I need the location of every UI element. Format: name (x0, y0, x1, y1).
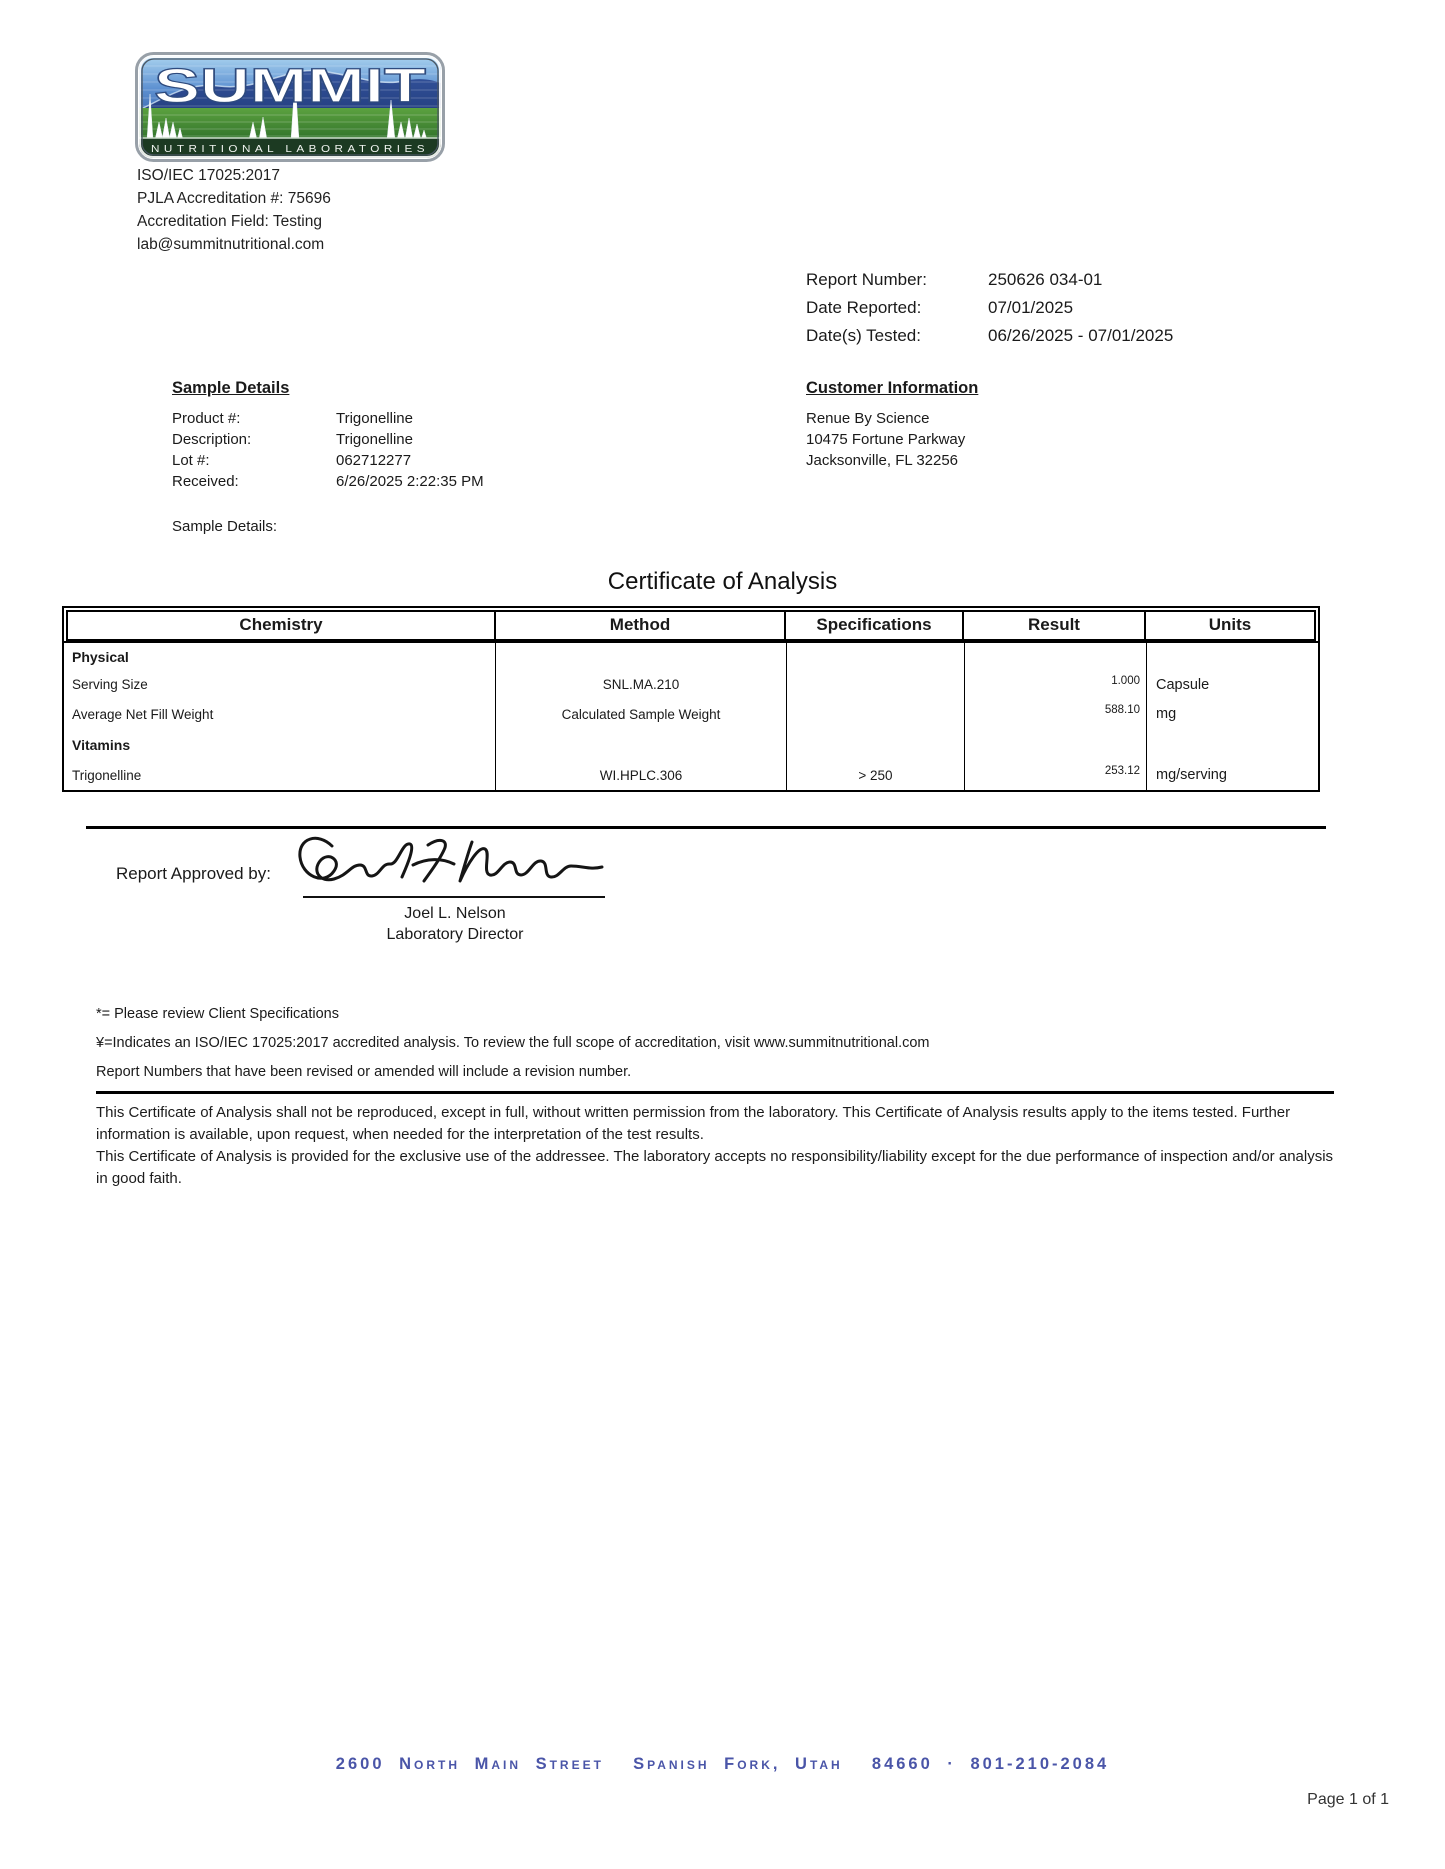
column-header-specifications: Specifications (786, 612, 964, 639)
customer-info-heading: Customer Information (806, 379, 979, 397)
received-label: Received: (172, 473, 239, 490)
product-number-row: Product #: Trigonelline (172, 408, 484, 429)
units-value: mg (1156, 706, 1177, 722)
accreditation-field: Accreditation Field: Testing (137, 213, 322, 230)
customer-info-section: Customer Information Renue By Science 10… (806, 378, 978, 471)
table-body: Physical Serving Size SNL.MA.210 1.000 C… (64, 641, 1318, 790)
dates-tested-label: Date(s) Tested: (806, 326, 921, 345)
date-reported-row: Date Reported: 07/01/2025 (806, 294, 1173, 322)
signature-line (303, 896, 605, 898)
description-row: Description: Trigonelline (172, 429, 484, 450)
received-row: Received: 6/26/2025 2:22:35 PM (172, 471, 484, 492)
report-number-value: 250626 034-01 (988, 270, 1103, 289)
approver-name: Joel L. Nelson (404, 905, 506, 922)
dates-tested-row: Date(s) Tested: 06/26/2025 - 07/01/2025 (806, 322, 1173, 350)
description-value: Trigonelline (336, 431, 413, 448)
sample-details-section: Sample Details Product #: Trigonelline D… (172, 378, 484, 492)
table-header-row: Chemistry Method Specifications Result U… (66, 610, 1316, 641)
column-header-result: Result (964, 612, 1146, 639)
spec-value (787, 699, 965, 729)
product-number-value: Trigonelline (336, 410, 413, 427)
column-header-units: Units (1208, 615, 1252, 634)
disclaimer-paragraph-2: This Certificate of Analysis is provided… (96, 1148, 1334, 1187)
divider-rule (86, 826, 1326, 829)
sample-details-extra-label: Sample Details: (172, 518, 278, 535)
lot-number-row: Lot #: 062712277 (172, 450, 484, 471)
section-name: Physical (64, 643, 496, 670)
result-value: 1.000 (965, 670, 1147, 699)
analyte-name: Trigonelline (64, 760, 496, 790)
units-value: mg/serving (1156, 767, 1227, 783)
page-number: Page 1 of 1 (1307, 1791, 1389, 1808)
approver-title: Laboratory Director (386, 926, 524, 943)
date-reported-label: Date Reported: (806, 298, 922, 317)
footnote-client-specs: *= Please review Client Specifications (96, 1006, 339, 1022)
approver-block: Joel L. Nelson Laboratory Director (335, 903, 575, 945)
method-value: WI.HPLC.306 (496, 760, 787, 790)
page-title: Certificate of Analysis (607, 568, 838, 595)
received-value: 6/26/2025 2:22:35 PM (336, 473, 484, 490)
footnotes-block: *= Please review Client Specifications ¥… (96, 1006, 930, 1093)
lot-number-value: 062712277 (336, 452, 412, 469)
signature-image (290, 830, 610, 907)
section-name: Vitamins (64, 729, 496, 760)
customer-city-state-zip: Jacksonville, FL 32256 (806, 452, 959, 469)
table-row: Trigonelline WI.HPLC.306 > 250 253.12 mg… (64, 760, 1318, 790)
divider-rule (96, 1091, 1334, 1094)
description-label: Description: (172, 431, 252, 448)
lot-number-label: Lot #: (172, 452, 210, 469)
date-reported-value: 07/01/2025 (988, 298, 1074, 317)
analyte-name: Average Net Fill Weight (64, 699, 496, 729)
iso-standard: ISO/IEC 17025:2017 (137, 167, 281, 184)
customer-street: 10475 Fortune Parkway (806, 431, 966, 448)
lab-email: lab@summitnutritional.com (137, 236, 325, 253)
report-number-label: Report Number: (806, 270, 927, 289)
customer-name: Renue By Science (806, 410, 930, 427)
spec-value: > 250 (787, 760, 965, 790)
column-header-chemistry: Chemistry (68, 612, 496, 639)
analyte-name: Serving Size (64, 670, 496, 699)
results-table: Chemistry Method Specifications Result U… (62, 606, 1320, 792)
report-approved-by-label: Report Approved by: (116, 864, 271, 883)
report-info-block: Report Number: 250626 034-01 Date Report… (806, 266, 1173, 350)
units-value: Capsule (1156, 676, 1210, 693)
dates-tested-value: 06/26/2025 - 07/01/2025 (988, 326, 1174, 345)
column-header-method: Method (496, 612, 786, 639)
table-section-row: Vitamins (64, 729, 1318, 760)
pjla-accreditation-number: PJLA Accreditation #: 75696 (137, 190, 331, 207)
spec-value (787, 670, 965, 699)
result-value: 588.10 (965, 699, 1147, 729)
summit-logo: SUMMIT NUTRITIONAL LABORATORIES (135, 52, 445, 162)
accreditation-block: ISO/IEC 17025:2017 PJLA Accreditation #:… (137, 164, 331, 256)
table-section-row: Physical (64, 643, 1318, 670)
result-value: 253.12 (965, 760, 1147, 790)
logo-brand-text: SUMMIT (154, 60, 426, 113)
method-value: SNL.MA.210 (496, 670, 787, 699)
disclaimer-block: This Certificate of Analysis shall not b… (96, 1102, 1338, 1190)
product-number-label: Product #: (172, 410, 241, 427)
method-value: Calculated Sample Weight (496, 699, 787, 729)
report-number-row: Report Number: 250626 034-01 (806, 266, 1173, 294)
table-row: Average Net Fill Weight Calculated Sampl… (64, 699, 1318, 729)
disclaimer-paragraph-1: This Certificate of Analysis shall not b… (96, 1104, 1291, 1143)
logo-tagline-text: NUTRITIONAL LABORATORIES (151, 143, 429, 155)
table-row: Serving Size SNL.MA.210 1.000 Capsule (64, 670, 1318, 699)
footnote-revision: Report Numbers that have been revised or… (96, 1064, 632, 1080)
lab-address-footer: 2600 North Main Street Spanish Fork, Uta… (335, 1755, 1110, 1773)
summit-logo-graphic: SUMMIT NUTRITIONAL LABORATORIES (135, 52, 445, 162)
footnote-accredited-analysis: ¥=Indicates an ISO/IEC 17025:2017 accred… (96, 1035, 930, 1051)
sample-details-heading: Sample Details (172, 379, 290, 397)
